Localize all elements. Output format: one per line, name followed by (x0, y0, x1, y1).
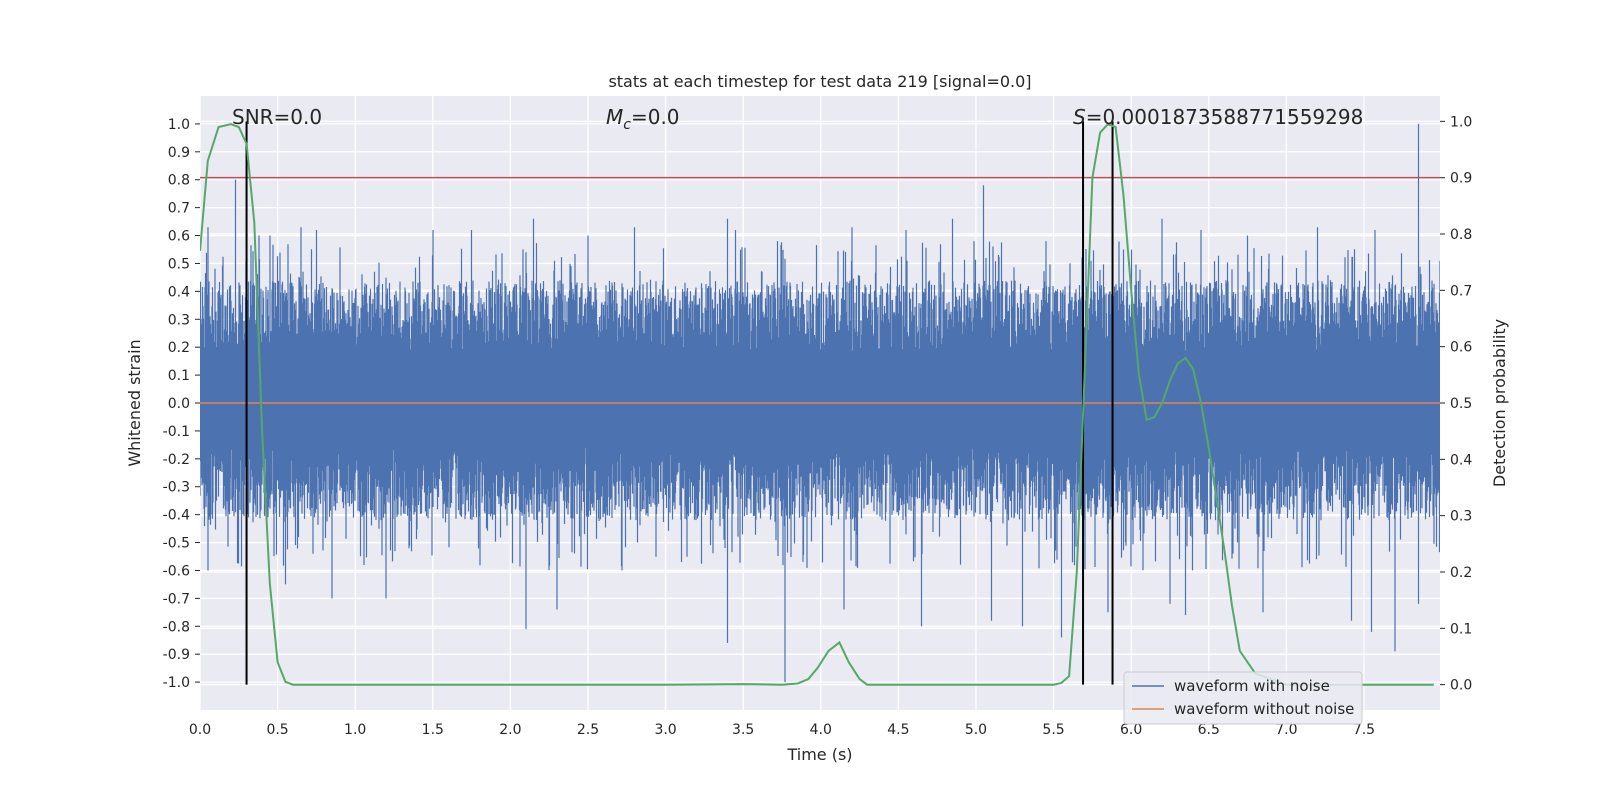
y-tick-label: 0.0 (168, 396, 190, 412)
x-tick-label: 6.0 (1120, 722, 1142, 738)
right-y-axis-label: Detection probability (1490, 319, 1509, 487)
x-tick-label: 2.5 (577, 722, 599, 738)
x-tick-label: 0.5 (266, 722, 288, 738)
right-y-tick-label: 0.5 (1450, 396, 1472, 412)
x-tick-label: 3.0 (654, 722, 676, 738)
x-tick-label: 4.0 (810, 722, 832, 738)
y-tick-label: -0.1 (163, 424, 190, 440)
right-y-tick-label: 0.3 (1450, 509, 1472, 525)
right-y-tick-label: 1.0 (1450, 114, 1472, 130)
right-y-tick-label: 0.8 (1450, 227, 1472, 243)
x-tick-label: 1.0 (344, 722, 366, 738)
y-tick-label: -1.0 (163, 675, 190, 691)
legend-label-clean: waveform without noise (1174, 700, 1354, 718)
right-y-tick-label: 0.2 (1450, 565, 1472, 581)
left-y-tick-labels: 1.0 0.9 0.8 0.7 0.6 0.5 0.4 0.3 0.2 0.1 0.0 -0.1 -0.… (163, 117, 200, 691)
y-tick-label: 0.1 (168, 368, 190, 384)
legend-label-noise: waveform with noise (1174, 677, 1330, 695)
right-y-tick-label: 0.6 (1450, 340, 1472, 356)
y-tick-label: -0.8 (163, 619, 190, 635)
series-detection-probability (200, 123, 1434, 686)
y-tick-label: 1.0 (168, 117, 190, 133)
y-tick-label: -0.9 (163, 647, 190, 663)
y-tick-label: -0.6 (163, 563, 190, 579)
s-annotation: S=0.0001873588771559298 (1073, 105, 1363, 129)
y-tick-label: 0.4 (168, 284, 190, 300)
y-tick-label: -0.4 (163, 508, 190, 524)
y-tick-label: -0.7 (163, 591, 190, 607)
y-tick-label: -0.3 (163, 480, 190, 496)
x-tick-label: 4.5 (887, 722, 909, 738)
x-tick-label: 5.5 (1042, 722, 1064, 738)
x-tick-label: 7.0 (1275, 722, 1297, 738)
x-tick-label: 7.5 (1353, 722, 1375, 738)
right-y-tick-label: 0.9 (1450, 171, 1472, 187)
right-y-tick-label: 0.4 (1450, 452, 1472, 468)
y-tick-label: 0.2 (168, 340, 190, 356)
right-y-tick-labels: 1.0 0.9 0.8 0.7 0.6 0.5 0.4 0.3 0.2 0.1 0.0 (1440, 114, 1472, 694)
y-tick-label: -0.2 (163, 452, 190, 468)
y-tick-label: 0.8 (168, 173, 190, 189)
x-axis-label: Time (s) (786, 745, 852, 764)
y-tick-label: 0.3 (168, 312, 190, 328)
x-tick-label: 1.5 (422, 722, 444, 738)
snr-annotation: SNR=0.0 (232, 105, 322, 129)
x-tick-labels: 0.0 0.5 1.0 1.5 2.0 2.5 3.0 3.5 4.0 4.5 5.0 5.5 6.0 6… (189, 722, 1375, 738)
x-tick-label: 2.0 (499, 722, 521, 738)
legend-box (1123, 671, 1363, 725)
legend: waveform with noise waveform without noi… (1123, 671, 1363, 725)
right-y-tick-label: 0.7 (1450, 283, 1472, 299)
y-tick-label: -0.5 (163, 536, 190, 552)
x-tick-label: 3.5 (732, 722, 754, 738)
y-tick-label: 0.6 (168, 229, 190, 245)
y-tick-label: 0.9 (168, 145, 190, 161)
x-tick-label: 6.5 (1198, 722, 1220, 738)
chirp-mass-annotation: Mc=0.0 (606, 105, 680, 133)
right-y-tick-label: 0.1 (1450, 621, 1472, 637)
x-tick-label: 5.0 (965, 722, 987, 738)
y-tick-label: 0.5 (168, 256, 190, 272)
chart-title: stats at each timestep for test data 219… (608, 72, 1031, 91)
left-y-axis-label: Whitened strain (125, 339, 144, 466)
right-y-tick-label: 0.0 (1450, 678, 1472, 694)
y-tick-label: 0.7 (168, 201, 190, 217)
x-tick-label: 0.0 (189, 722, 211, 738)
